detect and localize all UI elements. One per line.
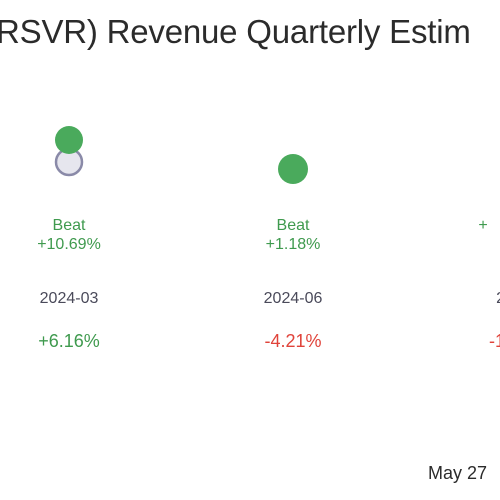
growth-value-2024-06: -4.21% [264,331,322,351]
beat-text: Beat [276,217,310,234]
actual-marker-2024-06 [278,154,308,184]
growth-value-next: -1 [488,331,500,351]
period-label-2024-03: 2024-03 [39,290,99,307]
chart-title: RSVR) Revenue Quarterly Estim [0,13,471,50]
growth-value-2024-03: +6.16% [38,331,100,351]
beat-label-2024-06: Beat +1.18% [218,216,368,254]
period-label-2024-06: 2024-06 [263,290,323,307]
actual-marker-2024-03 [55,126,83,154]
footer-date: May 27 [428,463,488,483]
beat-text: Beat [52,217,86,234]
beat-label-next: + [408,216,500,235]
surprise-value: +1.18% [265,236,321,253]
surprise-value: +10.69% [37,236,101,253]
surprise-value: + [478,217,488,234]
beat-label-2024-03: Beat +10.69% [0,216,144,254]
period-label-next: 20 [430,290,500,308]
